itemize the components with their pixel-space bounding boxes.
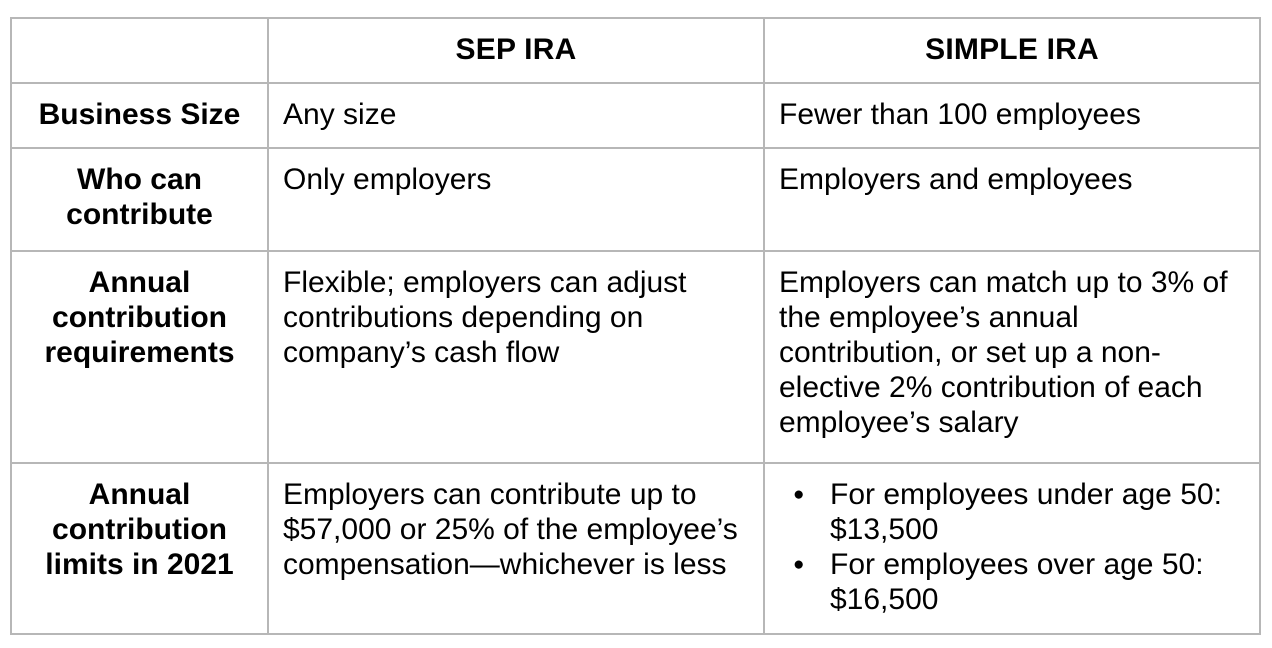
table-row-who-can-contribute: Who can contribute Only employers Employ… bbox=[10, 147, 1261, 252]
table-row-business-size: Business Size Any size Fewer than 100 em… bbox=[10, 82, 1261, 149]
row-label-contribution-limits: Annual contribution limits in 2021 bbox=[10, 462, 269, 635]
row-label-who-can-contribute: Who can contribute bbox=[10, 147, 269, 252]
row-label-contribution-requirements: Annual contribution requirements bbox=[10, 250, 269, 464]
table-row-contribution-limits: Annual contribution limits in 2021 Emplo… bbox=[10, 462, 1261, 635]
cell-sep-who-can-contribute: Only employers bbox=[267, 147, 765, 252]
table-row-contribution-requirements: Annual contribution requirements Flexibl… bbox=[10, 250, 1261, 464]
table-header-row: SEP IRA SIMPLE IRA bbox=[10, 17, 1261, 84]
cell-simple-contribution-limits: ● For employees under age 50: $13,500 ● … bbox=[763, 462, 1261, 635]
row-label-business-size: Business Size bbox=[10, 82, 269, 149]
contribution-limits-list: ● For employees under age 50: $13,500 ● … bbox=[779, 477, 1245, 617]
cell-simple-who-can-contribute: Employers and employees bbox=[763, 147, 1261, 252]
cell-sep-business-size: Any size bbox=[267, 82, 765, 149]
list-item-under-50: ● For employees under age 50: $13,500 bbox=[779, 477, 1245, 547]
cell-sep-contribution-limits: Employers can contribute up to $57,000 o… bbox=[267, 462, 765, 635]
bullet-icon: ● bbox=[793, 484, 805, 505]
bullet-icon: ● bbox=[793, 554, 805, 575]
cell-simple-contribution-requirements: Employers can match up to 3% of the empl… bbox=[763, 250, 1261, 464]
header-cell-simple-ira: SIMPLE IRA bbox=[763, 17, 1261, 84]
list-item-text: For employees over age 50: $16,500 bbox=[830, 548, 1204, 616]
list-item-text: For employees under age 50: $13,500 bbox=[830, 478, 1222, 546]
header-cell-sep-ira: SEP IRA bbox=[267, 17, 765, 84]
header-cell-empty bbox=[10, 17, 269, 84]
cell-simple-business-size: Fewer than 100 employees bbox=[763, 82, 1261, 149]
cell-sep-contribution-requirements: Flexible; employers can adjust contribut… bbox=[267, 250, 765, 464]
ira-comparison-table: SEP IRA SIMPLE IRA Business Size Any siz… bbox=[10, 17, 1261, 635]
list-item-over-50: ● For employees over age 50: $16,500 bbox=[779, 547, 1245, 617]
